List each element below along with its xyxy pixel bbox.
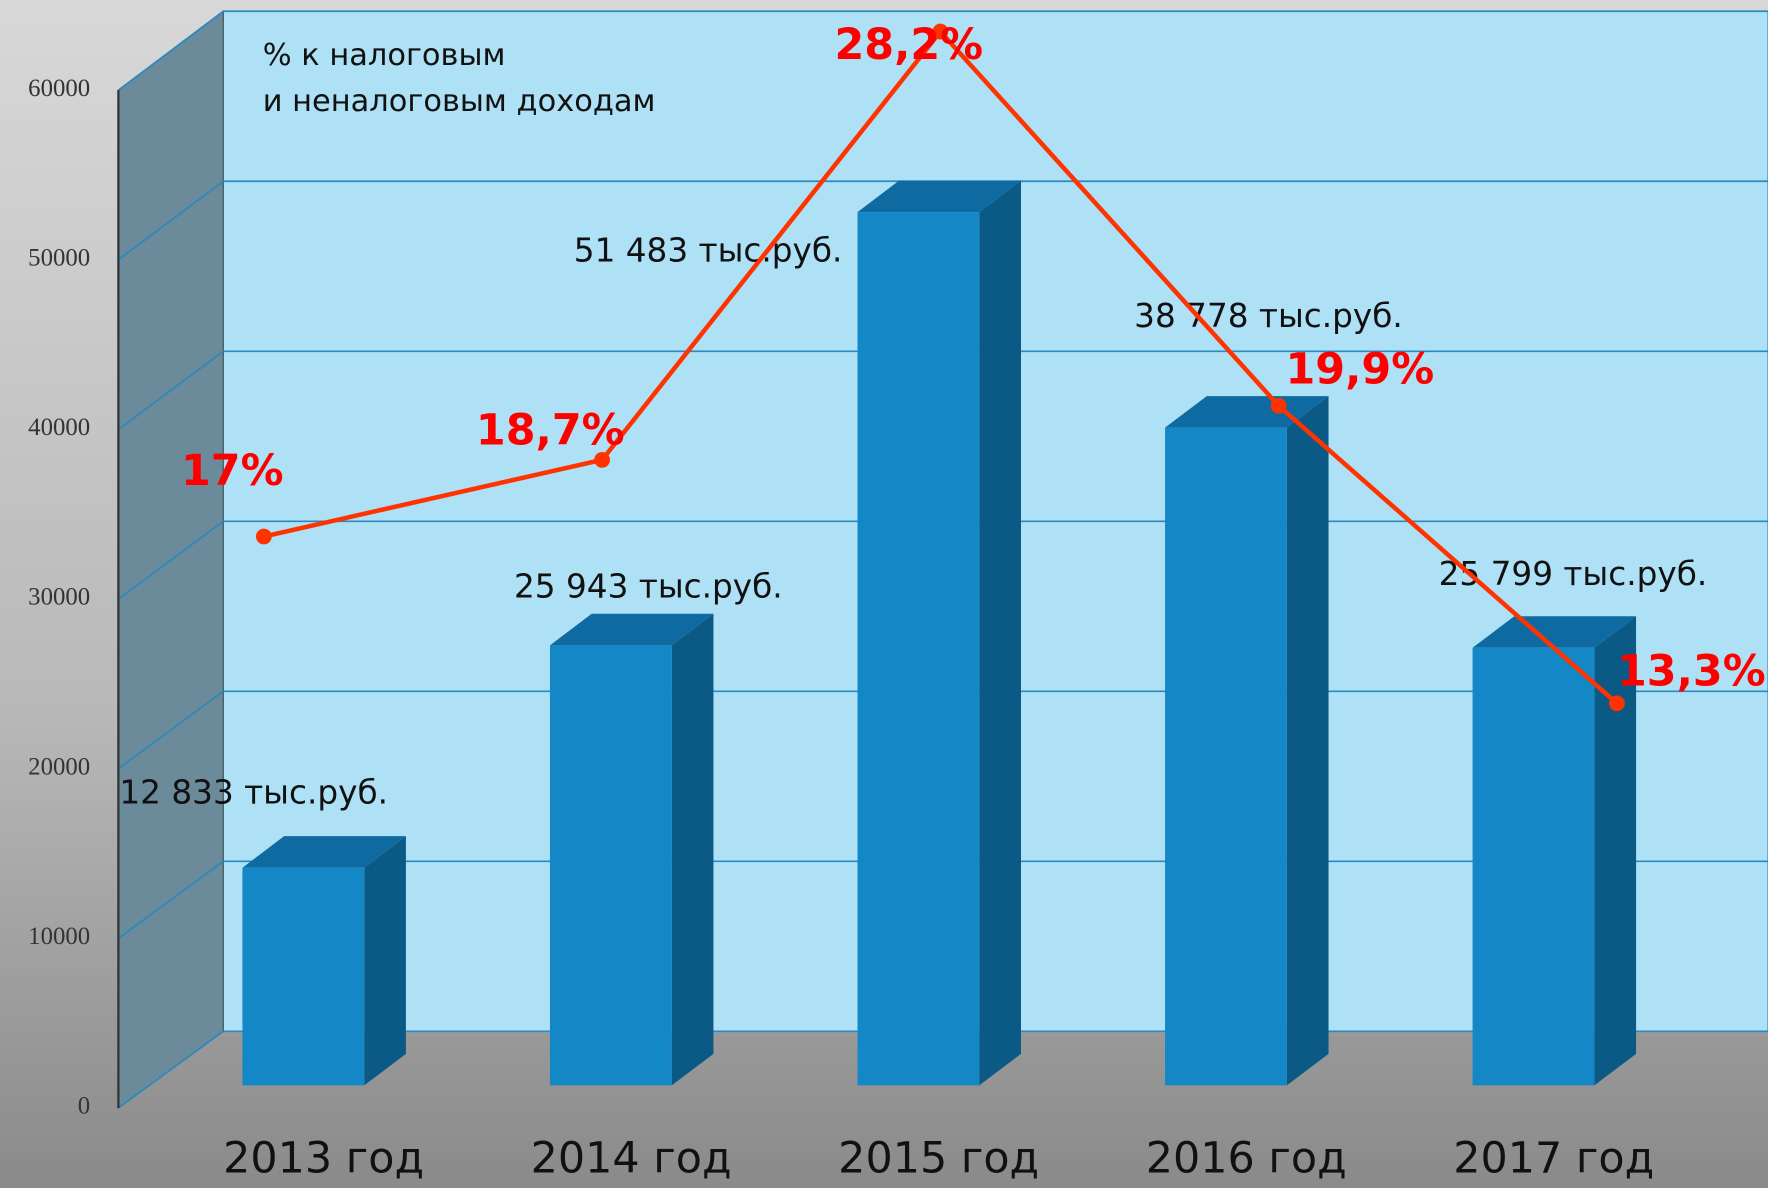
annotation: % к налоговым [263,38,506,73]
line-point [1609,695,1625,711]
value-label: 25 943 тыс.руб. [514,567,783,605]
percent-label: 13,3% [1617,647,1766,697]
bar [550,614,713,1086]
bar-face [1473,648,1595,1086]
line-point [256,529,272,545]
x-tick-label: 2016 год [1146,1133,1347,1183]
annotation: и неналоговым доходам [263,84,656,119]
bar-face [364,836,406,1085]
y-tick-label: 0 [78,1093,90,1120]
bar [242,836,405,1085]
value-label: 38 778 тыс.руб. [1134,297,1403,335]
percent-label: 28,2% [834,20,983,70]
bar-face [550,645,672,1085]
bar [858,181,1021,1086]
bar-face [858,212,980,1085]
y-tick-label: 10000 [28,923,90,950]
value-label: 51 483 тыс.руб. [574,231,843,269]
line-point [1271,398,1287,414]
bar [1473,616,1636,1085]
page: % к налоговым и неналоговым доходам 0 100… [0,0,1768,1188]
y-tick-label: 30000 [28,584,90,611]
percent-label: 19,9% [1286,344,1435,394]
y-tick-label: 60000 [28,75,90,102]
y-tick-label: 40000 [28,414,90,441]
value-label: 12 833 тыс.руб. [119,774,388,812]
bar-face [1287,396,1329,1085]
y-tick-label: 50000 [28,244,90,271]
chart: % к налоговым и неналоговым доходам 0 100… [0,0,1768,1188]
bar [1165,396,1328,1085]
bar-face [1165,428,1287,1086]
x-tick-label: 2017 год [1453,1133,1654,1183]
bar-face [242,868,364,1086]
bar-face [979,181,1021,1086]
percent-label: 18,7% [476,405,625,455]
value-label: 25 799 тыс.руб. [1439,555,1708,593]
x-tick-label: 2013 год [223,1133,424,1183]
x-tick-label: 2014 год [531,1133,732,1183]
percent-label: 17% [181,446,284,496]
x-tick-label: 2015 год [838,1133,1039,1183]
bar-face [672,614,714,1086]
y-tick-label: 20000 [28,753,90,780]
